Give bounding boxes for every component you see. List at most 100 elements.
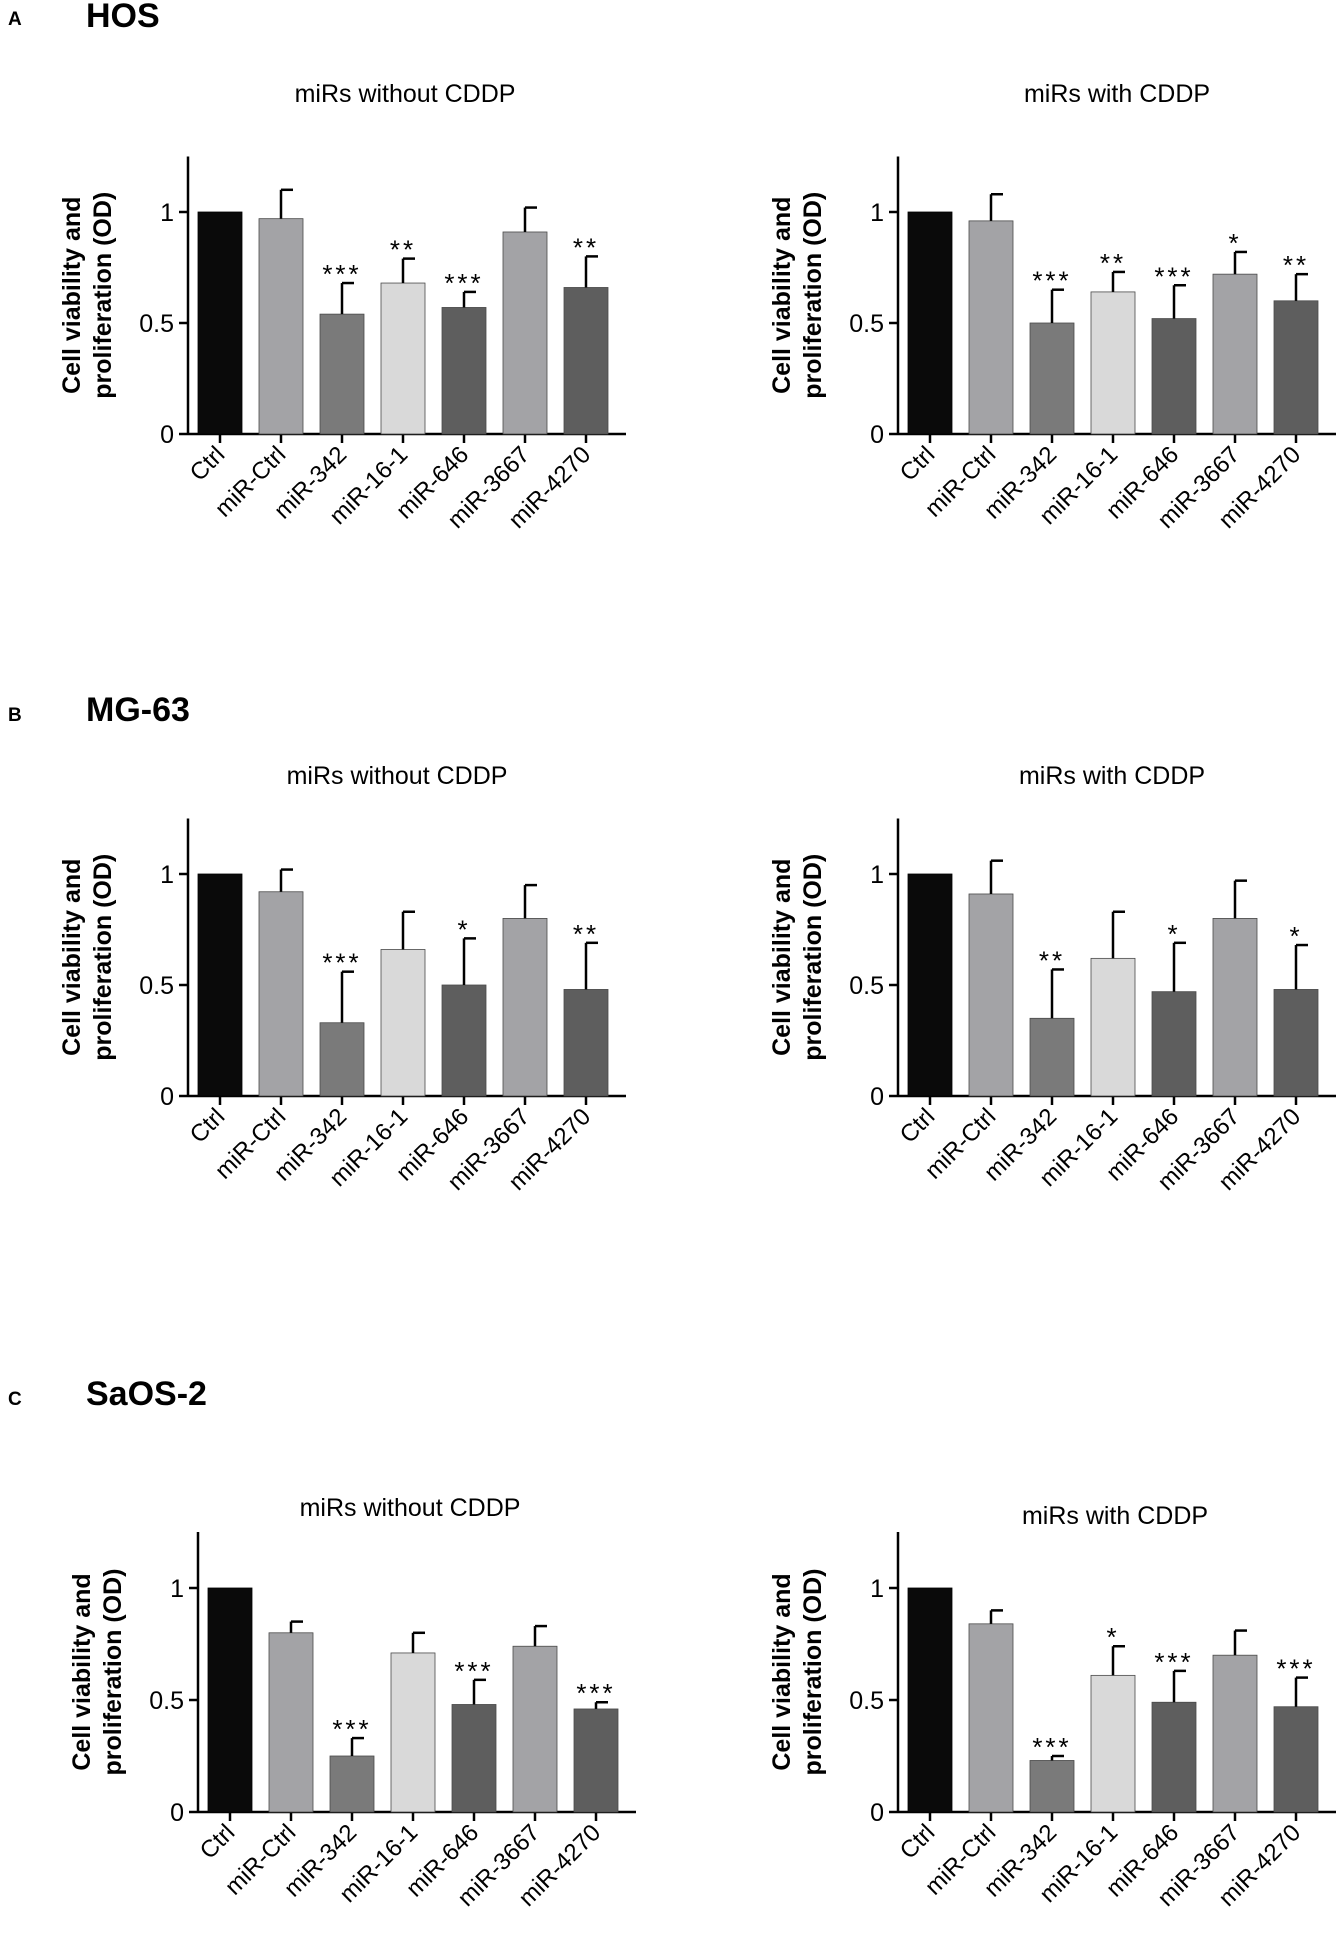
- y-tick-label: 1: [870, 861, 884, 889]
- bar: [258, 218, 304, 435]
- bar-chart-A-without-cddp: miRs without CDDP Cell viability and proli…: [58, 80, 626, 534]
- y-axis-label: proliferation (OD): [799, 192, 827, 399]
- x-tick-label: Ctrl: [185, 1103, 230, 1148]
- y-tick-label: 0: [160, 1083, 174, 1111]
- y-tick-label: 1: [870, 1575, 884, 1603]
- panel-letter: A: [8, 9, 22, 30]
- chart-title: miRs without CDDP: [287, 762, 508, 790]
- bar: [968, 1623, 1014, 1813]
- y-axis-label: Cell viability and: [58, 197, 86, 394]
- significance-label: ***: [1032, 266, 1071, 296]
- bar-chart-C-without-cddp: miRs without CDDP Cell viability and proli…: [68, 1494, 636, 1912]
- significance-label: ***: [576, 1678, 615, 1708]
- significance-label: ***: [322, 948, 361, 978]
- bar: [1151, 991, 1197, 1097]
- x-tick-label: Ctrl: [185, 441, 230, 486]
- significance-label: *: [1106, 1622, 1119, 1652]
- y-tick-label: 0: [870, 421, 884, 449]
- bar: [1273, 1706, 1319, 1813]
- y-tick-label: 1: [160, 861, 174, 889]
- bar: [258, 891, 304, 1097]
- significance-label: *: [457, 914, 470, 944]
- y-tick-label: 1: [170, 1575, 184, 1603]
- significance-label: **: [390, 235, 416, 265]
- y-axis-label: proliferation (OD): [799, 1569, 827, 1776]
- x-tick-label: Ctrl: [895, 441, 940, 486]
- bar: [1273, 989, 1319, 1097]
- x-tick-label: Ctrl: [895, 1103, 940, 1148]
- y-tick-label: 0: [160, 421, 174, 449]
- y-axis-label: Cell viability and: [68, 1573, 96, 1770]
- y-tick-label: 0.5: [849, 1687, 884, 1715]
- bar: [502, 231, 548, 435]
- x-tick-label: Ctrl: [195, 1819, 240, 1864]
- chart-title: miRs with CDDP: [1019, 762, 1205, 790]
- bar: [1212, 918, 1258, 1097]
- bar: [907, 211, 953, 435]
- significance-label: *: [1289, 921, 1302, 951]
- bar: [380, 282, 426, 435]
- bar: [563, 989, 609, 1097]
- bar: [441, 984, 487, 1097]
- panel-header-A: A HOS: [8, 0, 160, 35]
- panel-letter: B: [8, 705, 22, 726]
- significance-label: ***: [1154, 1647, 1193, 1677]
- bar: [1029, 1760, 1075, 1813]
- y-axis-label: proliferation (OD): [99, 1569, 127, 1776]
- y-tick-label: 0.5: [849, 972, 884, 1000]
- bar: [907, 873, 953, 1097]
- significance-label: ***: [1032, 1732, 1071, 1762]
- panel-letter: C: [8, 1389, 22, 1410]
- chart-title: miRs without CDDP: [300, 1494, 521, 1522]
- bar: [1212, 273, 1258, 435]
- bar-chart-C-with-cddp: miRs with CDDP Cell viability and prolifer…: [768, 1502, 1336, 1912]
- significance-label: *: [1228, 228, 1241, 258]
- chart-title: miRs with CDDP: [1022, 1502, 1208, 1530]
- bar: [380, 949, 426, 1097]
- bar: [512, 1645, 558, 1813]
- bar: [1090, 1674, 1136, 1813]
- panel-cell-line-title: HOS: [86, 0, 160, 35]
- significance-label: **: [1283, 250, 1309, 280]
- bar-chart-B-with-cddp: miRs with CDDP Cell viability and prolifer…: [768, 762, 1336, 1196]
- bar: [319, 313, 365, 435]
- chart-title: miRs without CDDP: [295, 80, 516, 108]
- significance-label: *: [1167, 919, 1180, 949]
- y-axis-label: Cell viability and: [768, 197, 796, 394]
- significance-label: ***: [322, 259, 361, 289]
- y-tick-label: 0: [870, 1083, 884, 1111]
- y-tick-label: 0.5: [139, 972, 174, 1000]
- bar: [907, 1587, 953, 1813]
- y-tick-label: 0.5: [139, 310, 174, 338]
- significance-label: ***: [454, 1656, 493, 1686]
- chart-title: miRs with CDDP: [1024, 80, 1210, 108]
- bar: [502, 918, 548, 1097]
- significance-label: ***: [332, 1714, 371, 1744]
- x-tick-label: Ctrl: [895, 1819, 940, 1864]
- panel-cell-line-title: MG-63: [86, 691, 190, 729]
- significance-label: ***: [1276, 1654, 1315, 1684]
- bar: [1151, 318, 1197, 435]
- bar: [329, 1755, 375, 1813]
- bar: [1212, 1654, 1258, 1813]
- bar: [1029, 322, 1075, 435]
- bar: [968, 220, 1014, 435]
- y-tick-label: 0: [870, 1799, 884, 1827]
- significance-label: **: [1039, 945, 1065, 975]
- bar-chart-B-without-cddp: miRs without CDDP Cell viability and proli…: [58, 762, 626, 1196]
- bar: [1151, 1701, 1197, 1813]
- bar-chart-A-with-cddp: miRs with CDDP Cell viability and prolifer…: [768, 80, 1336, 534]
- panel-cell-line-title: SaOS-2: [86, 1375, 207, 1413]
- bar: [319, 1022, 365, 1097]
- significance-label: ***: [1154, 261, 1193, 291]
- panel-header-C: C SaOS-2: [8, 1375, 207, 1413]
- bar: [1029, 1017, 1075, 1097]
- bar: [451, 1704, 497, 1813]
- significance-label: **: [573, 919, 599, 949]
- y-axis-label: Cell viability and: [58, 859, 86, 1056]
- y-axis-label: Cell viability and: [768, 859, 796, 1056]
- bar: [207, 1587, 253, 1813]
- bar: [197, 211, 243, 435]
- y-axis-label: proliferation (OD): [799, 854, 827, 1061]
